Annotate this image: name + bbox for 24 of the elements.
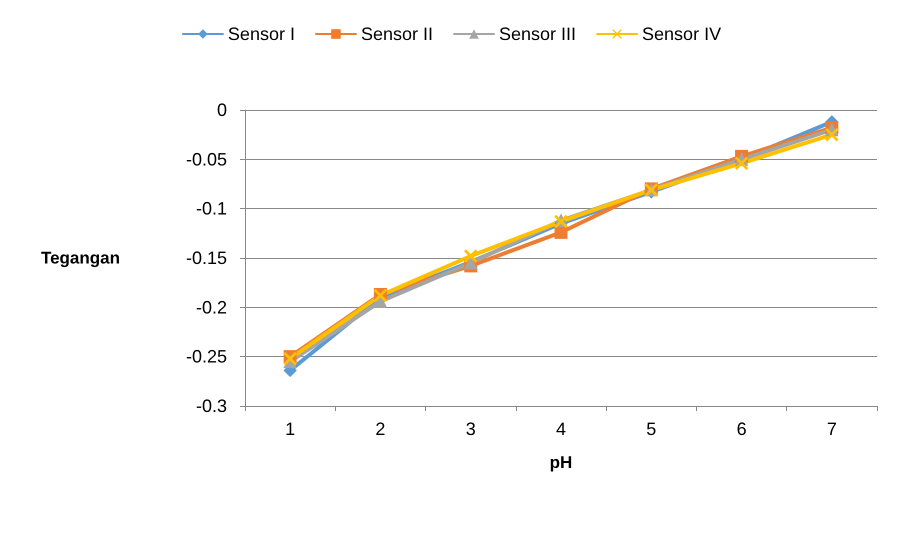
x-tick-label: 6 <box>736 419 747 439</box>
y-tick-label: -0.2 <box>196 297 227 318</box>
point <box>825 128 838 142</box>
legend-label: Sensor I <box>228 24 295 44</box>
x-tick-label: 7 <box>826 419 837 439</box>
x-tick-label: 3 <box>466 419 476 439</box>
y-tick-label: -0.05 <box>186 149 227 170</box>
y-tick-label: -0.3 <box>196 396 227 416</box>
x-tick-label: 2 <box>375 419 386 439</box>
point <box>464 250 478 263</box>
x-tick-label: 5 <box>646 419 656 439</box>
y-tick-label: -0.25 <box>186 346 227 367</box>
x-tick-label: 1 <box>285 419 296 439</box>
legend-label: Sensor III <box>498 24 576 44</box>
point <box>554 226 568 239</box>
point <box>735 156 748 170</box>
y-tick-label: -0.1 <box>196 198 227 219</box>
x-axis-title: pH <box>550 453 572 472</box>
y-tick-label: 0 <box>216 100 227 120</box>
legend-label: Sensor II <box>360 24 434 44</box>
x-tick-label: 4 <box>556 419 566 439</box>
y-tick-label: -0.15 <box>186 248 227 268</box>
y-axis-title: Tegangan <box>40 248 120 268</box>
legend-label: Sensor IV <box>642 24 722 44</box>
